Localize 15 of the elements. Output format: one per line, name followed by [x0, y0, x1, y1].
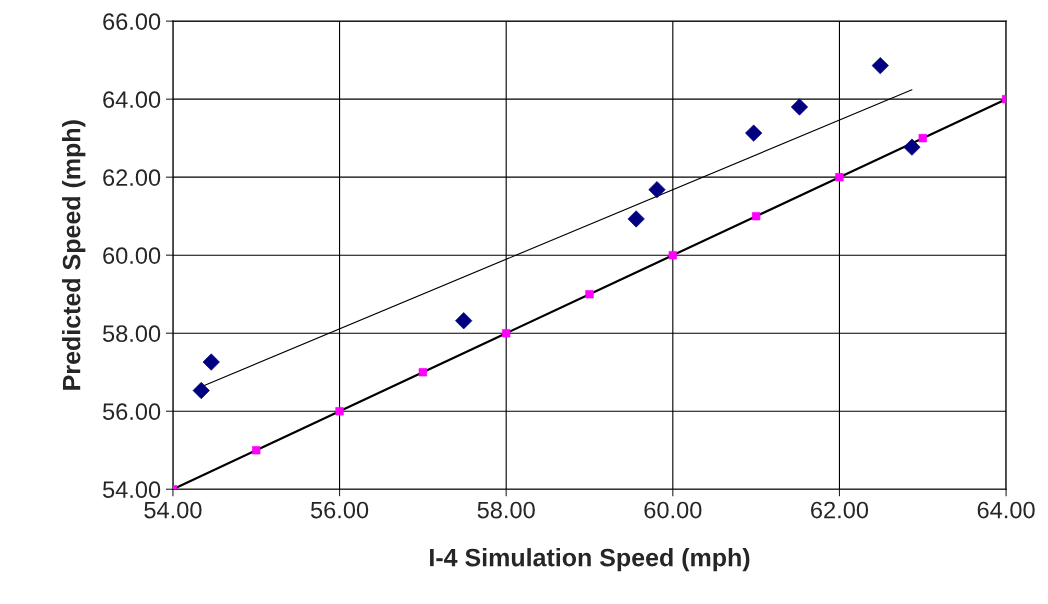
- y-tick-label: 66.00: [103, 13, 161, 30]
- x-axis-title: I-4 Simulation Speed (mph): [430, 548, 750, 572]
- y-tick-label: 62.00: [103, 169, 161, 186]
- y-tick-label: 56.00: [102, 403, 161, 421]
- y-tick-label: 64.00: [103, 91, 161, 108]
- y-tick-label: 60.00: [103, 247, 161, 264]
- y-tick-label: 58.00: [102, 325, 161, 342]
- x-tick-label: 54.00: [144, 501, 202, 519]
- y-axis-title: Predicted Speed (mph): [62, 120, 86, 390]
- x-tick-label: 64.00: [977, 501, 1035, 519]
- x-tick-label: 58.00: [477, 501, 535, 519]
- x-tick-label: 60.00: [644, 501, 702, 519]
- x-tick-label: 56.00: [310, 501, 369, 519]
- x-tick-label: 62.00: [811, 501, 869, 519]
- y-tick-label: 54.00: [102, 481, 161, 499]
